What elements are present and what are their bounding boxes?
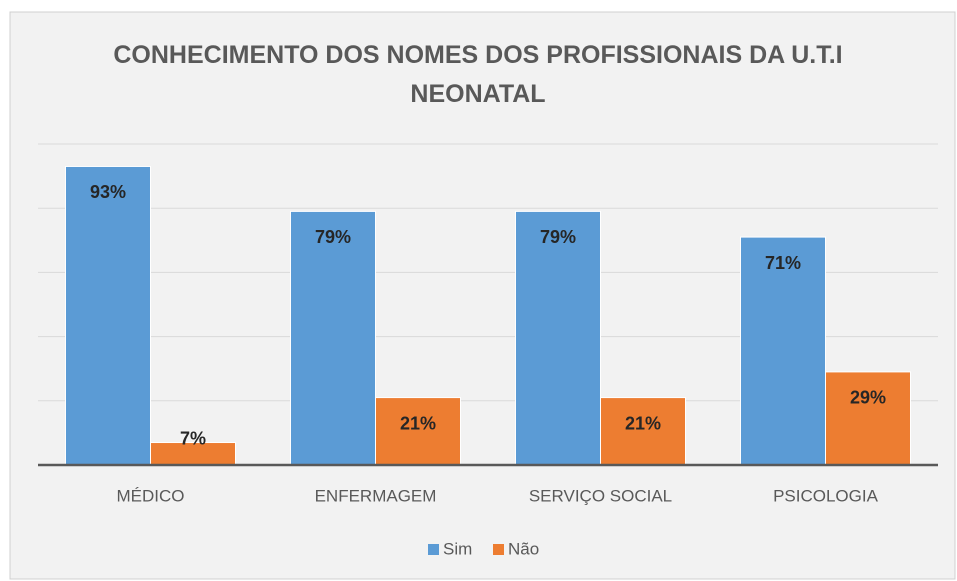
data-label: 21% (625, 413, 661, 433)
bar (375, 397, 461, 466)
legend-label: Não (508, 539, 539, 558)
x-tick-label: ENFERMAGEM (315, 486, 437, 505)
bar (515, 210, 601, 466)
data-label: 79% (540, 227, 576, 247)
x-tick-label: PSICOLOGIA (773, 486, 879, 505)
data-label: 71% (765, 253, 801, 273)
data-label: 79% (315, 227, 351, 247)
bar (825, 371, 911, 466)
legend-swatch (493, 544, 504, 555)
legend-label: Sim (443, 539, 472, 558)
data-label: 93% (90, 182, 126, 202)
legend-swatch (428, 544, 439, 555)
bar (290, 210, 376, 466)
data-label: 21% (400, 413, 436, 433)
x-tick-label: MÉDICO (117, 486, 185, 505)
x-tick-label: SERVIÇO SOCIAL (529, 486, 672, 505)
bar (65, 165, 151, 466)
data-label: 7% (180, 428, 206, 448)
data-label: 29% (850, 388, 886, 408)
chart-title: CONHECIMENTO DOS NOMES DOS PROFISSIONAIS… (113, 41, 843, 108)
bar (740, 236, 826, 466)
bar (600, 397, 686, 466)
